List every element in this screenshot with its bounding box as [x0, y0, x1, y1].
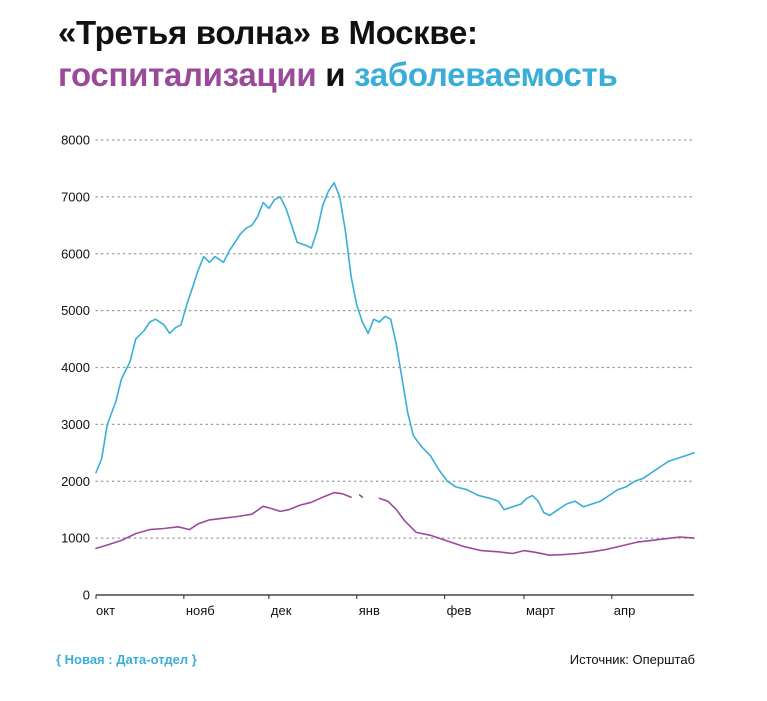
- series-lines: [95, 181, 695, 556]
- source-label: Источник: Оперштаб: [569, 652, 695, 667]
- title-line-2: госпитализации и заболеваемость: [58, 54, 618, 96]
- x-tick-label: фев: [447, 603, 472, 618]
- title-line-1: «Третья волна» в Москве:: [58, 14, 478, 51]
- title-connector: и: [316, 56, 355, 93]
- y-tick-label: 2000: [61, 474, 90, 489]
- line-chart: 0 1000 2000 3000 4000 5000 6000 7000 8000 окт ноя…: [61, 133, 695, 618]
- x-tick-label: март: [526, 603, 555, 618]
- y-axis-ticks: 0 1000 2000 3000 4000 5000 6000 7000 8000: [61, 133, 90, 603]
- x-tick-label: янв: [359, 603, 380, 618]
- y-tick-label: 6000: [61, 246, 90, 261]
- cases-line: [95, 181, 695, 517]
- y-tick-label: 7000: [61, 189, 90, 204]
- hospitalizations-line-segment: [358, 494, 364, 498]
- brand-label: { Новая : Дата-отдел }: [56, 652, 197, 667]
- x-tick-label: апр: [614, 603, 636, 618]
- y-tick-label: 5000: [61, 303, 90, 318]
- y-tick-label: 1000: [61, 531, 90, 546]
- title-cases-word: заболеваемость: [354, 56, 618, 93]
- hospitalizations-line-segment: [378, 497, 695, 556]
- y-tick-label: 4000: [61, 360, 90, 375]
- y-tick-label: 8000: [61, 133, 90, 148]
- hospitalizations-line-segment: [95, 491, 352, 550]
- x-axis-ticks: окт нояб дек янв фев март апр: [95, 595, 636, 618]
- title-hosp-word: госпитализации: [58, 56, 317, 93]
- y-tick-label: 3000: [61, 417, 90, 432]
- x-tick-label: нояб: [186, 603, 215, 618]
- chart-title: «Третья волна» в Москве: госпитализации …: [58, 12, 618, 96]
- grid-lines: [95, 139, 695, 596]
- x-tick-label: дек: [271, 603, 292, 618]
- y-tick-label: 0: [83, 588, 90, 603]
- x-tick-label: окт: [96, 603, 115, 618]
